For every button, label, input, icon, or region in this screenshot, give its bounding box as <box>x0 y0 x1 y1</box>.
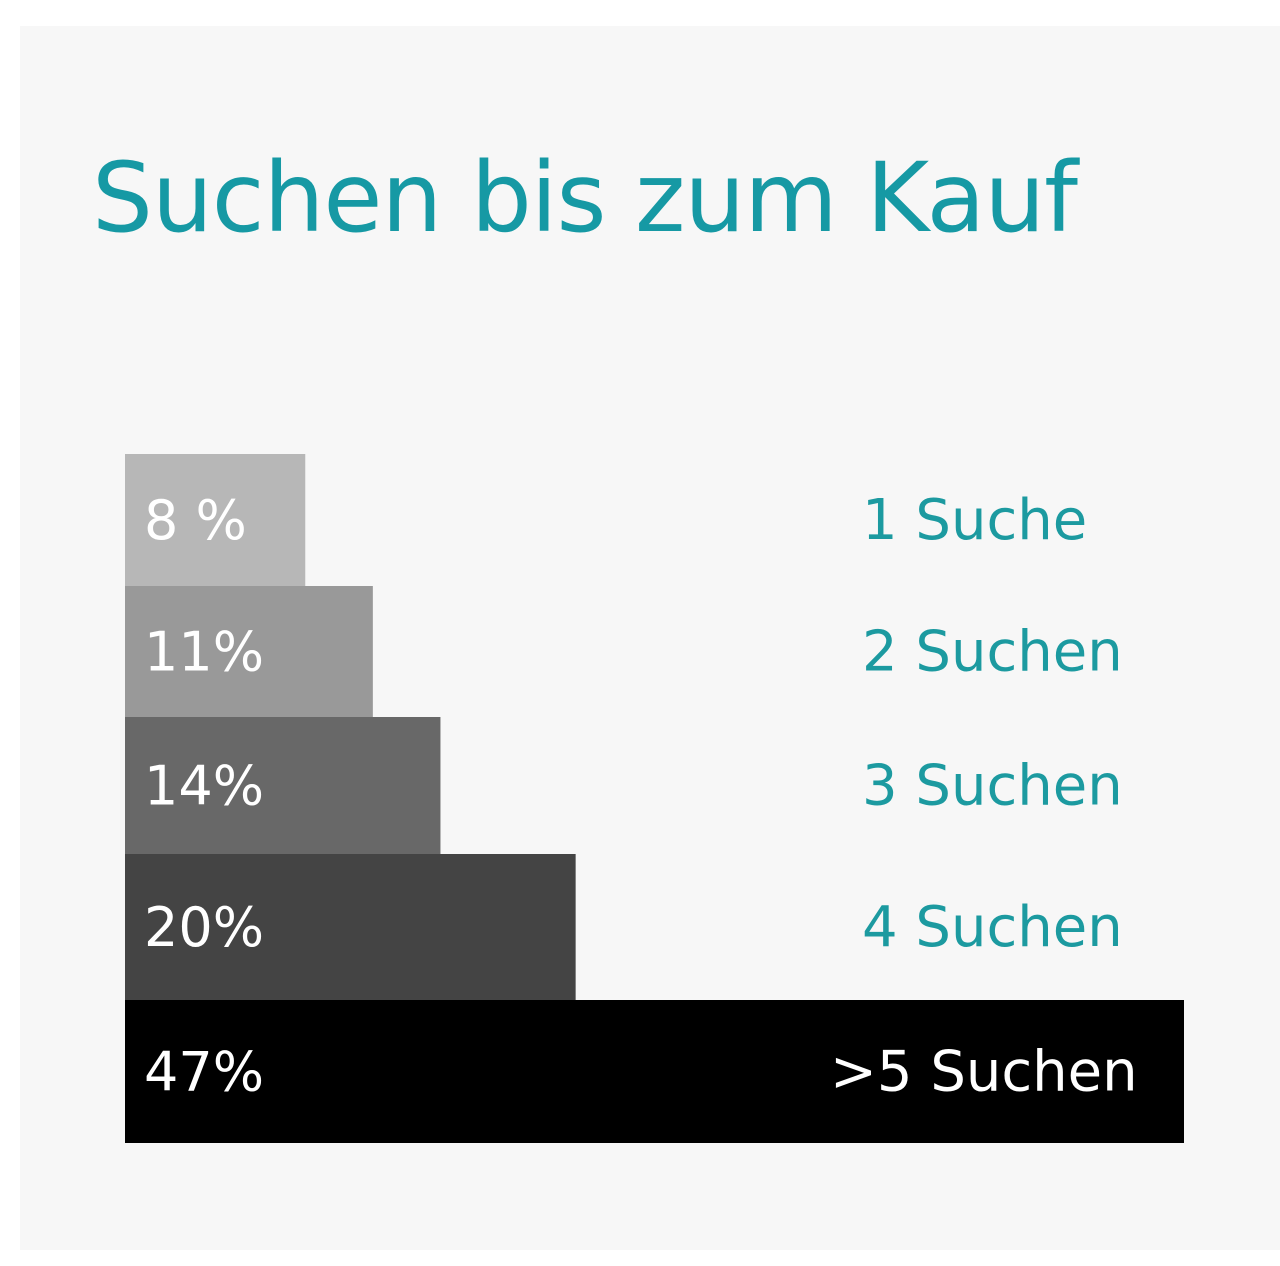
chart-title: Suchen bis zum Kauf <box>92 142 1078 254</box>
bar-value-label: 47% <box>144 1041 264 1104</box>
bar-5 <box>125 1000 1184 1143</box>
category-label: 1 Suche <box>862 488 1087 553</box>
bars-group <box>125 454 1184 1143</box>
category-labels-group: 1 Suche 2 Suchen 3 Suchen 4 Suchen >5 Suchen <box>830 488 1138 1105</box>
category-label: 3 Suchen <box>862 754 1123 819</box>
bar-value-label: 8 % <box>144 489 247 552</box>
category-label: 4 Suchen <box>862 895 1123 960</box>
value-labels-group: 8 % 11% 14% 20% 47% <box>144 489 264 1104</box>
bar-value-label: 20% <box>144 896 264 959</box>
bar-value-label: 14% <box>144 755 264 818</box>
bar-1 <box>125 454 306 586</box>
category-label: >5 Suchen <box>830 1040 1138 1105</box>
bar-4 <box>125 854 576 1000</box>
bar-value-label: 11% <box>144 621 264 684</box>
bar-2 <box>125 586 373 717</box>
category-label: 2 Suchen <box>862 620 1123 685</box>
bar-3 <box>125 717 441 854</box>
